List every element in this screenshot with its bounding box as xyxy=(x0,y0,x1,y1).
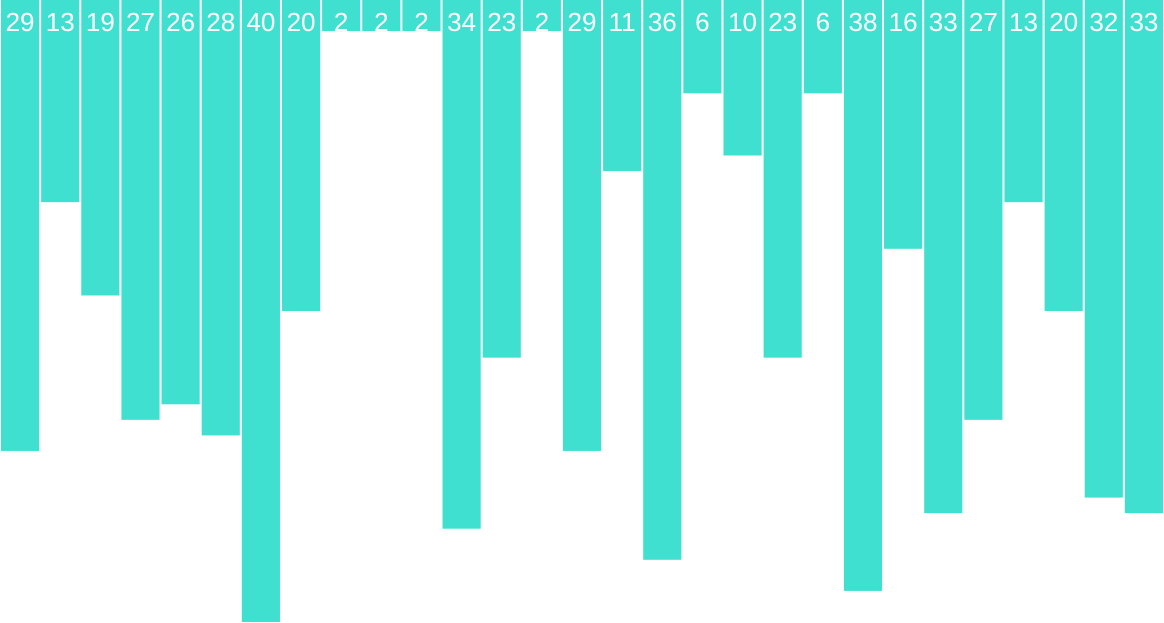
bar xyxy=(81,0,120,296)
bar-value-label: 34 xyxy=(447,7,476,37)
labels-group: 29 13 19 27 26 28 40 20 2 2 2 34 23 2 29 11 36 6 10 23 6 38 16… xyxy=(6,7,1159,37)
bar-value-label: 2 xyxy=(374,7,388,37)
bar-value-label: 36 xyxy=(648,7,677,37)
bar-value-label: 40 xyxy=(246,7,275,37)
bar xyxy=(121,0,160,420)
bar-value-label: 13 xyxy=(46,7,75,37)
bar-value-label: 6 xyxy=(816,7,830,37)
bar xyxy=(161,0,200,405)
bar-value-label: 29 xyxy=(568,7,597,37)
bar-value-label: 13 xyxy=(1009,7,1038,37)
bar xyxy=(884,0,923,249)
bar xyxy=(562,0,602,451)
bar-value-label: 6 xyxy=(695,7,709,37)
bar xyxy=(482,0,521,358)
bar-value-label: 16 xyxy=(889,7,918,37)
bar-value-label: 29 xyxy=(6,7,35,37)
bar xyxy=(1084,0,1123,498)
bar-value-label: 2 xyxy=(334,7,348,37)
bar-value-label: 23 xyxy=(487,7,516,37)
bar xyxy=(683,0,722,94)
bar-value-label: 38 xyxy=(849,7,878,37)
bar xyxy=(41,0,80,203)
bar xyxy=(723,0,762,156)
bar-value-label: 19 xyxy=(86,7,115,37)
bar xyxy=(643,0,682,560)
bar xyxy=(201,0,240,436)
bar xyxy=(603,0,642,172)
bar xyxy=(362,0,401,32)
bar xyxy=(803,0,842,94)
bar xyxy=(1,0,40,451)
bar-value-label: 27 xyxy=(126,7,155,37)
bar xyxy=(1004,0,1043,203)
bar xyxy=(924,0,963,514)
bar-value-label: 20 xyxy=(1049,7,1078,37)
bar-value-label: 23 xyxy=(768,7,797,37)
bar-value-label: 2 xyxy=(535,7,549,37)
bar xyxy=(522,0,561,32)
bar-value-label: 32 xyxy=(1089,7,1118,37)
bar xyxy=(964,0,1003,420)
bar-value-label: 20 xyxy=(287,7,316,37)
bar xyxy=(843,0,883,591)
bar xyxy=(402,0,441,32)
bar-value-label: 28 xyxy=(206,7,235,37)
bar-value-label: 11 xyxy=(609,7,636,37)
bar xyxy=(281,0,321,311)
bar-value-label: 2 xyxy=(414,7,428,37)
bar-value-label: 33 xyxy=(1129,7,1158,37)
bar xyxy=(763,0,802,358)
bar xyxy=(1124,0,1163,514)
bar-value-label: 33 xyxy=(929,7,958,37)
bar xyxy=(241,0,280,622)
bar-value-label: 10 xyxy=(728,7,757,37)
bar xyxy=(1044,0,1083,311)
bar-value-label: 26 xyxy=(166,7,195,37)
bar xyxy=(322,0,361,32)
bar xyxy=(442,0,481,529)
bar-value-label: 27 xyxy=(969,7,998,37)
